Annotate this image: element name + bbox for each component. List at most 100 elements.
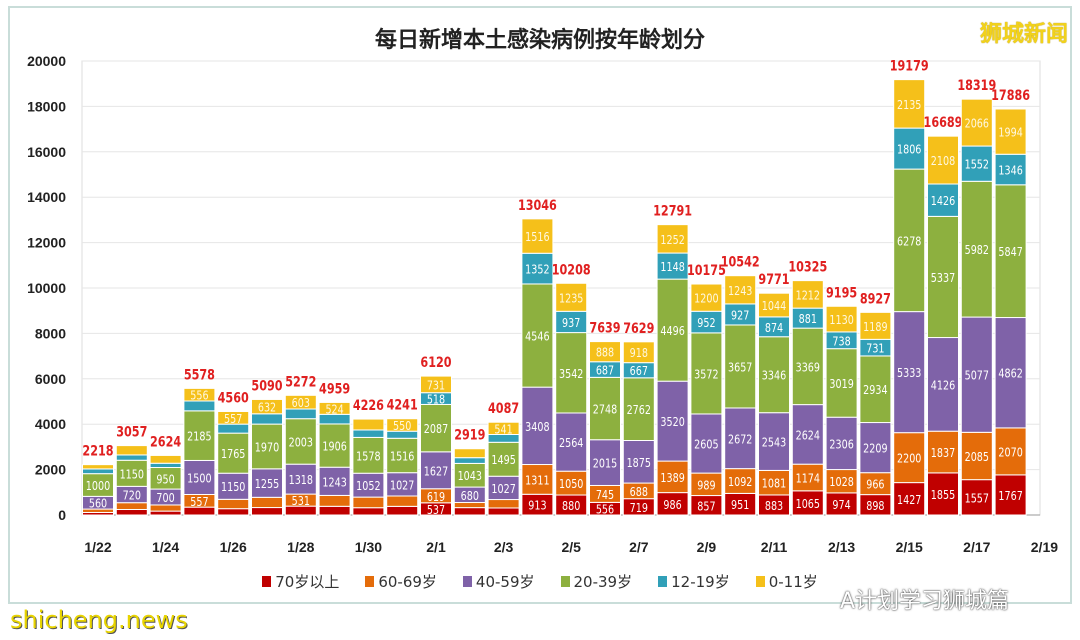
bar-segment xyxy=(217,410,250,425)
bar-segment xyxy=(420,403,452,453)
total-label: 19179 xyxy=(890,57,929,74)
segment-label: 1189 xyxy=(863,320,887,334)
bar-segment xyxy=(656,252,689,280)
segment-label: 1875 xyxy=(627,456,651,470)
y-tick-label: 4000 xyxy=(35,416,66,432)
segment-label: 5982 xyxy=(965,243,989,257)
bar-segment xyxy=(589,341,621,363)
legend: 70岁以上 60-69岁 40-59岁 20-39岁 12-19岁 0-11岁 xyxy=(0,571,1080,592)
bar-segment xyxy=(115,502,148,511)
bar-segment xyxy=(724,275,757,305)
bar-segment xyxy=(352,418,385,431)
x-tick-label: 2/15 xyxy=(896,539,923,555)
segment-label: 557 xyxy=(190,495,208,509)
legend-label: 60-69岁 xyxy=(378,573,437,591)
y-tick-label: 16000 xyxy=(27,144,66,160)
segment-label: 2066 xyxy=(965,117,989,131)
segment-label: 2209 xyxy=(863,442,887,456)
segment-label: 2564 xyxy=(559,436,583,450)
bar-segment xyxy=(453,502,486,509)
segment-label: 738 xyxy=(832,334,850,348)
x-tick-label: 2/5 xyxy=(561,539,581,555)
segment-label: 1000 xyxy=(86,479,110,493)
segment-label: 2070 xyxy=(998,445,1022,459)
bar-segment xyxy=(386,437,419,474)
bar-segment xyxy=(318,466,351,496)
segment-label: 937 xyxy=(562,316,580,330)
total-label: 3057 xyxy=(116,423,147,440)
segment-label: 883 xyxy=(765,499,783,513)
bar-segment xyxy=(352,507,385,516)
bar-segment xyxy=(251,413,283,425)
segment-label: 619 xyxy=(427,490,445,504)
segment-label: 1043 xyxy=(458,469,482,483)
segment-label: 1027 xyxy=(491,482,515,496)
bar-segment xyxy=(115,509,148,516)
segment-label: 688 xyxy=(630,485,648,499)
bar-segment xyxy=(859,422,892,474)
segment-label: 603 xyxy=(292,396,310,410)
bar-segment xyxy=(960,316,993,433)
segment-label: 1855 xyxy=(931,488,955,502)
total-label: 12791 xyxy=(653,202,692,219)
segment-label: 3346 xyxy=(762,369,786,383)
bar-segment xyxy=(656,224,689,254)
y-tick-label: 0 xyxy=(58,507,66,523)
y-tick-label: 2000 xyxy=(35,462,66,478)
segment-label: 1044 xyxy=(762,299,786,313)
segment-label: 1500 xyxy=(187,471,211,485)
bar-segment xyxy=(791,404,824,465)
y-tick-label: 6000 xyxy=(35,371,66,387)
bar-segment xyxy=(994,108,1027,155)
total-label: 13046 xyxy=(518,197,557,214)
segment-label: 556 xyxy=(190,389,208,403)
segment-label: 1352 xyxy=(525,263,549,277)
legend-item: 20-39岁 xyxy=(560,571,632,592)
total-label: 8927 xyxy=(860,290,891,307)
legend-item: 12-19岁 xyxy=(658,571,730,592)
segment-label: 731 xyxy=(866,342,884,356)
bar-segment xyxy=(589,376,621,441)
segment-label: 700 xyxy=(156,491,174,505)
legend-item: 40-59岁 xyxy=(462,571,535,592)
segment-label: 1627 xyxy=(424,464,448,478)
bar-segment xyxy=(960,479,993,516)
bar-segment xyxy=(927,430,959,474)
total-label: 4241 xyxy=(387,396,418,413)
segment-label: 1148 xyxy=(660,260,684,274)
x-tick-label: 2/1 xyxy=(426,539,446,555)
bar-segment xyxy=(724,324,757,409)
bar-segment xyxy=(555,332,588,414)
legend-swatch xyxy=(365,576,375,587)
segment-label: 5333 xyxy=(897,366,921,380)
legend-swatch xyxy=(755,576,765,587)
segment-label: 5077 xyxy=(965,369,989,383)
segment-label: 2185 xyxy=(187,430,211,444)
segment-label: 1212 xyxy=(796,288,820,302)
y-tick-label: 8000 xyxy=(35,325,66,341)
segment-label: 1426 xyxy=(931,194,955,208)
bar-segment xyxy=(217,498,250,510)
segment-label: 966 xyxy=(866,478,884,492)
segment-label: 632 xyxy=(258,401,276,415)
segment-label: 2672 xyxy=(728,432,752,446)
bar-segment xyxy=(183,459,216,496)
segment-label: 1389 xyxy=(660,471,684,485)
bar-segment xyxy=(318,423,351,468)
segment-label: 1150 xyxy=(120,467,144,481)
x-tick-label: 2/3 xyxy=(494,539,514,555)
total-label: 16689 xyxy=(924,114,963,131)
bar-segment xyxy=(82,468,114,475)
bar-segment xyxy=(791,327,824,406)
segment-label: 2605 xyxy=(694,437,718,451)
segment-label: 667 xyxy=(630,364,648,378)
legend-swatch xyxy=(462,576,472,587)
x-tick-label: 1/24 xyxy=(152,539,179,555)
bar-segment xyxy=(386,505,419,516)
segment-label: 1318 xyxy=(289,473,313,487)
y-tick-label: 12000 xyxy=(27,235,66,251)
legend-label: 12-19岁 xyxy=(671,573,730,591)
bar-segment xyxy=(217,508,250,516)
segment-label: 1970 xyxy=(255,440,279,454)
segment-label: 1255 xyxy=(255,477,279,491)
